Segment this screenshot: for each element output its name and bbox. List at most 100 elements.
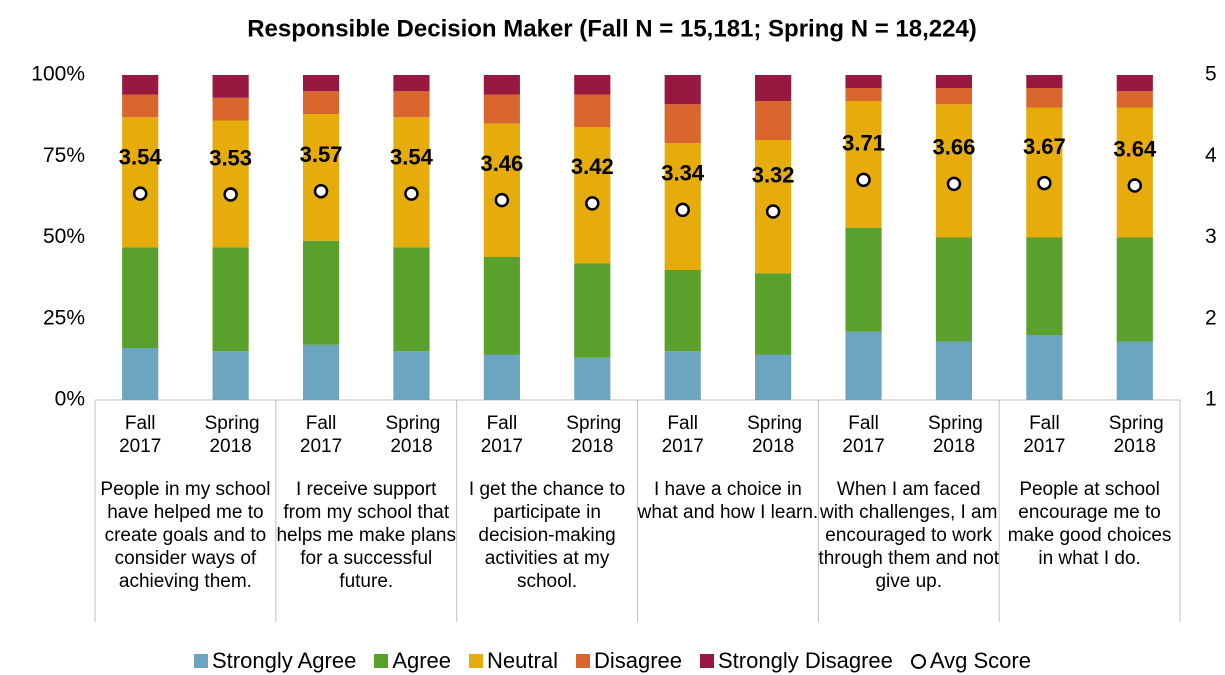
y2-tick-label: 4 bbox=[1205, 144, 1217, 167]
data-label: 3.57 bbox=[300, 142, 343, 167]
legend-item: Disagree bbox=[575, 648, 682, 674]
avg-marker bbox=[494, 192, 510, 208]
y-tick-label: 100% bbox=[31, 63, 85, 86]
avg-marker bbox=[404, 186, 419, 201]
bar-segment bbox=[483, 123, 520, 257]
bar-segment bbox=[302, 75, 340, 92]
legend-item: Strongly Agree bbox=[194, 648, 356, 674]
legend-label: Agree bbox=[392, 648, 452, 673]
x-tick-label: Fall 2017 bbox=[1023, 413, 1066, 457]
bar-segment bbox=[1026, 237, 1063, 335]
bar-segment bbox=[845, 75, 882, 88]
x-tick-label: Spring 2018 bbox=[566, 413, 622, 457]
group-label: I get the chance to participate in decis… bbox=[468, 479, 626, 592]
bar-segment bbox=[212, 247, 249, 352]
bar-segment bbox=[393, 75, 430, 92]
bar-segment bbox=[664, 351, 701, 400]
legend-label: Avg Score bbox=[929, 648, 1031, 673]
bar-segment bbox=[574, 357, 611, 400]
bar-segment bbox=[755, 75, 792, 101]
legend-item: Strongly Disagree bbox=[700, 648, 893, 674]
legend: Strongly Agree Agree Neutral Disagree Strong… bbox=[0, 648, 1225, 674]
avg-marker bbox=[132, 186, 148, 201]
data-label: 3.66 bbox=[933, 135, 976, 160]
bar-segment bbox=[574, 127, 611, 264]
avg-marker bbox=[856, 172, 871, 188]
y-tick-label: 50% bbox=[43, 225, 85, 248]
bar-segment bbox=[302, 114, 340, 241]
data-label: 3.32 bbox=[752, 162, 795, 187]
bar-segment bbox=[845, 331, 882, 400]
legend-label: Neutral bbox=[487, 648, 558, 673]
bar-segment bbox=[574, 263, 611, 358]
avg-marker bbox=[313, 183, 329, 199]
bar-segment bbox=[755, 273, 792, 355]
bar-segment bbox=[393, 91, 430, 118]
x-tick-label: Fall 2017 bbox=[299, 413, 343, 457]
data-label: 3.34 bbox=[661, 161, 705, 186]
bar-segment bbox=[1116, 341, 1153, 400]
bar-segment bbox=[483, 354, 520, 400]
x-tick-label: Fall 2017 bbox=[480, 413, 524, 457]
bar-segment bbox=[212, 120, 249, 248]
bar-segment bbox=[393, 117, 430, 248]
legend-swatch bbox=[700, 654, 714, 668]
bar-segment bbox=[845, 88, 882, 101]
bar-segment bbox=[574, 75, 611, 95]
avg-marker bbox=[675, 202, 690, 218]
data-label: 3.67 bbox=[1023, 134, 1066, 159]
y2-tick-label: 3 bbox=[1205, 225, 1217, 248]
bar-segment bbox=[122, 117, 159, 248]
bar-segment bbox=[574, 94, 611, 127]
bar-segment bbox=[302, 91, 340, 114]
legend-label: Disagree bbox=[593, 648, 682, 673]
data-label: 3.53 bbox=[209, 145, 252, 170]
bar-segment bbox=[1026, 335, 1063, 400]
legend-item: Avg Score bbox=[910, 648, 1031, 674]
bar-segment bbox=[483, 94, 520, 124]
avg-marker bbox=[585, 196, 600, 211]
x-tick-label: Spring 2018 bbox=[385, 413, 441, 457]
bar-segment bbox=[935, 341, 973, 400]
data-label: 3.42 bbox=[571, 154, 614, 179]
chart-title: Responsible Decision Maker (Fall N = 15,… bbox=[247, 15, 977, 42]
x-tick-label: Spring 2018 bbox=[927, 413, 983, 457]
bar-segment bbox=[1026, 75, 1063, 88]
avg-marker bbox=[765, 204, 781, 219]
bar-segment bbox=[212, 351, 249, 400]
bar-segment bbox=[1116, 75, 1153, 92]
bar-segment bbox=[1026, 107, 1063, 238]
legend-swatch bbox=[374, 654, 389, 668]
group-label: I receive support from my school that he… bbox=[276, 479, 457, 592]
x-tick-label: Fall 2017 bbox=[119, 413, 162, 457]
bar-segment bbox=[935, 237, 973, 342]
data-label: 3.54 bbox=[119, 144, 163, 169]
y2-tick-label: 2 bbox=[1205, 306, 1217, 329]
x-tick-label: Fall 2017 bbox=[842, 413, 885, 457]
bar-segment bbox=[302, 344, 340, 400]
y-tick-label: 25% bbox=[43, 306, 85, 329]
legend-item: Agree bbox=[374, 648, 451, 674]
y-tick-label: 75% bbox=[43, 144, 85, 167]
x-tick-label: Spring 2018 bbox=[747, 413, 803, 457]
y2-tick-label: 5 bbox=[1205, 63, 1217, 86]
data-label: 3.46 bbox=[480, 151, 523, 176]
x-tick-label: Spring 2018 bbox=[1108, 413, 1164, 457]
bar-segment bbox=[845, 227, 882, 332]
legend-marker bbox=[910, 653, 926, 669]
avg-marker bbox=[1037, 175, 1052, 191]
bar-segment bbox=[845, 101, 882, 228]
group-label: People in my school have helped me to cr… bbox=[100, 479, 271, 592]
bar-segment bbox=[1116, 91, 1153, 108]
legend-swatch bbox=[194, 654, 208, 668]
legend-item: Neutral bbox=[469, 648, 558, 674]
avg-marker bbox=[223, 187, 238, 202]
data-label: 3.64 bbox=[1113, 136, 1157, 161]
bar-segment bbox=[935, 75, 973, 88]
bar-segment bbox=[664, 270, 701, 352]
bar-segment bbox=[483, 75, 520, 95]
bar-segment bbox=[1026, 88, 1063, 108]
bar-segment bbox=[122, 75, 159, 95]
